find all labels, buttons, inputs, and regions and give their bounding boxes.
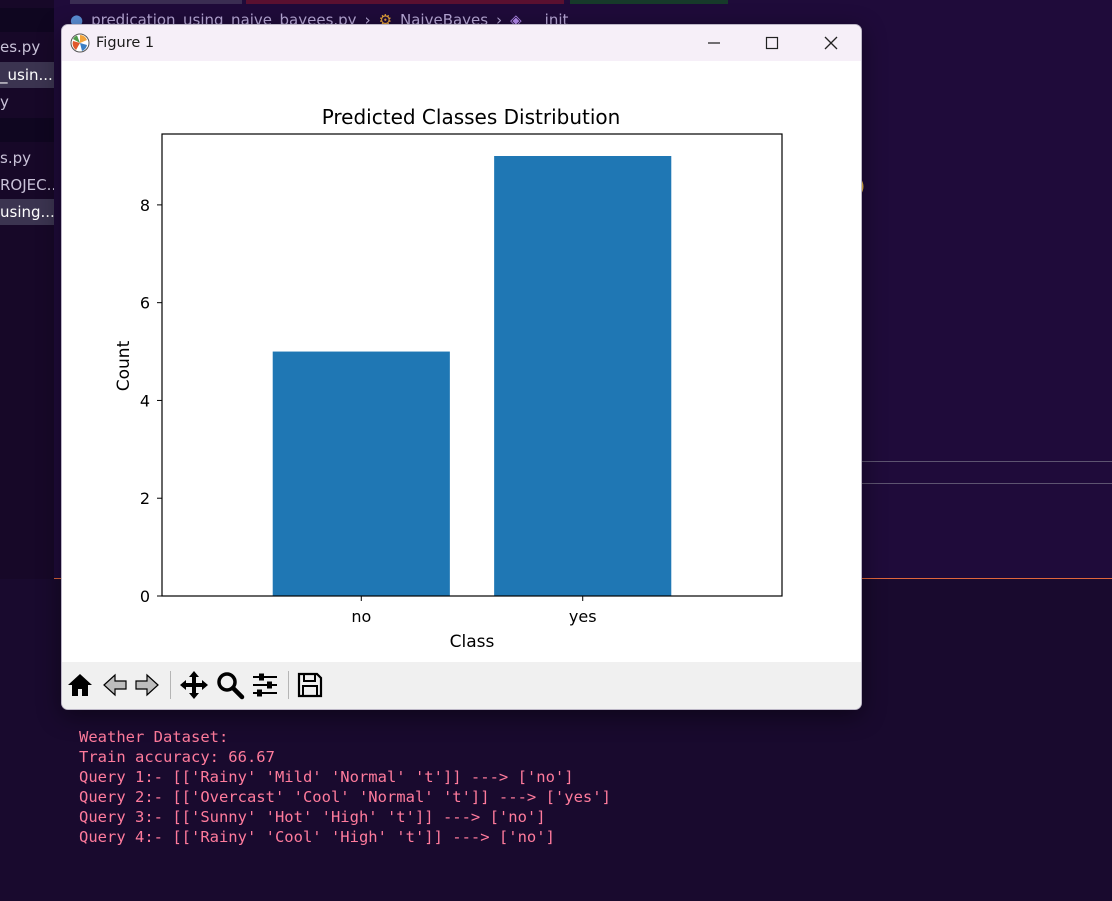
matplotlib-icon: [70, 33, 90, 53]
sidebar-header: [0, 8, 54, 32]
navigation-toolbar: [62, 662, 861, 709]
x-tick-label: no: [351, 607, 371, 626]
save-button[interactable]: [295, 670, 325, 700]
y-tick-label: 0: [140, 587, 150, 606]
terminal-line: Query 1:- [['Rainy' 'Mild' 'Normal' 't']…: [79, 768, 574, 786]
save-icon: [297, 672, 323, 698]
close-button[interactable]: [802, 25, 860, 61]
forward-icon: [135, 673, 159, 697]
breadcrumb-class[interactable]: NaiveBayes: [400, 11, 489, 24]
method-icon: ◈: [510, 11, 522, 24]
tab-indicator: [570, 0, 728, 4]
close-icon: [824, 36, 838, 50]
title-bar[interactable]: Figure 1: [62, 25, 861, 61]
configure-subplots-button[interactable]: [250, 670, 280, 700]
minimize-icon: [708, 42, 720, 44]
axes-frame: [161, 133, 783, 597]
tab-indicator: [246, 0, 564, 4]
maximize-button[interactable]: [743, 25, 801, 61]
sidebar-item[interactable]: using...: [0, 199, 54, 225]
sidebar-item[interactable]: ROJEC...: [0, 176, 54, 194]
y-tick-label: 4: [140, 391, 150, 410]
sidebar-item[interactable]: es.py: [0, 38, 41, 56]
y-tick-label: 2: [140, 489, 150, 508]
class-icon: ⚙: [378, 11, 393, 24]
maximize-icon: [765, 36, 779, 50]
pan-button[interactable]: [179, 670, 209, 700]
home-button[interactable]: [65, 670, 95, 700]
divider: [860, 461, 1112, 462]
y-axis-label: Count: [114, 340, 134, 391]
breadcrumb-file[interactable]: predication_using_naive_bayees.py: [91, 11, 357, 24]
window-title: Figure 1: [96, 35, 155, 51]
y-tick-label: 6: [140, 294, 150, 313]
sidebar-item[interactable]: y: [0, 93, 9, 111]
sidebar-item[interactable]: _usin...: [0, 62, 54, 88]
zoom-button[interactable]: [215, 670, 245, 700]
zoom-icon: [217, 672, 245, 700]
pan-icon: [180, 671, 208, 699]
terminal-line: Query 3:- [['Sunny' 'Hot' 'High' 't']] -…: [79, 808, 546, 826]
chart-title: Predicted Classes Distribution: [322, 105, 621, 129]
python-icon: ●: [70, 11, 84, 24]
terminal-output: Weather Dataset: Train accuracy: 66.67 Que…: [79, 727, 611, 847]
plot-canvas[interactable]: Predicted Classes Distribution 0 2 4 6 8 no y…: [62, 61, 861, 662]
toolbar-separator: [288, 671, 289, 699]
bar-yes: [494, 156, 672, 596]
terminal-line: Query 2:- [['Overcast' 'Cool' 'Normal' '…: [79, 788, 611, 806]
sidebar-header: [0, 118, 54, 142]
sidebar-item[interactable]: s.py: [0, 149, 31, 167]
toolbar-separator: [170, 671, 171, 699]
tab-indicator: [70, 0, 242, 4]
y-tick-label: 8: [140, 196, 150, 215]
explorer-sidebar: es.py _usin... y s.py ROJEC... using...: [0, 0, 54, 901]
terminal-line: Query 4:- [['Rainy' 'Cool' 'High' 't']] …: [79, 828, 555, 846]
terminal-line: Train accuracy: 66.67: [79, 748, 275, 766]
x-axis-label: Class: [450, 632, 495, 652]
figure-window: Figure 1 Predicted Classes Distribution …: [61, 24, 862, 710]
home-icon: [68, 674, 92, 696]
bar-no: [272, 351, 450, 596]
forward-button[interactable]: [132, 670, 162, 700]
back-button[interactable]: [100, 670, 130, 700]
minimize-button[interactable]: [685, 25, 743, 61]
back-icon: [103, 673, 127, 697]
configure-subplots-icon: [253, 673, 277, 697]
breadcrumb-method[interactable]: __init__: [529, 11, 584, 24]
terminal-line: Weather Dataset:: [79, 728, 229, 746]
breadcrumb: ● predication_using_naive_bayees.py › ⚙ Naiv…: [70, 0, 860, 24]
divider: [860, 483, 1112, 484]
x-tick-label: yes: [569, 607, 597, 626]
